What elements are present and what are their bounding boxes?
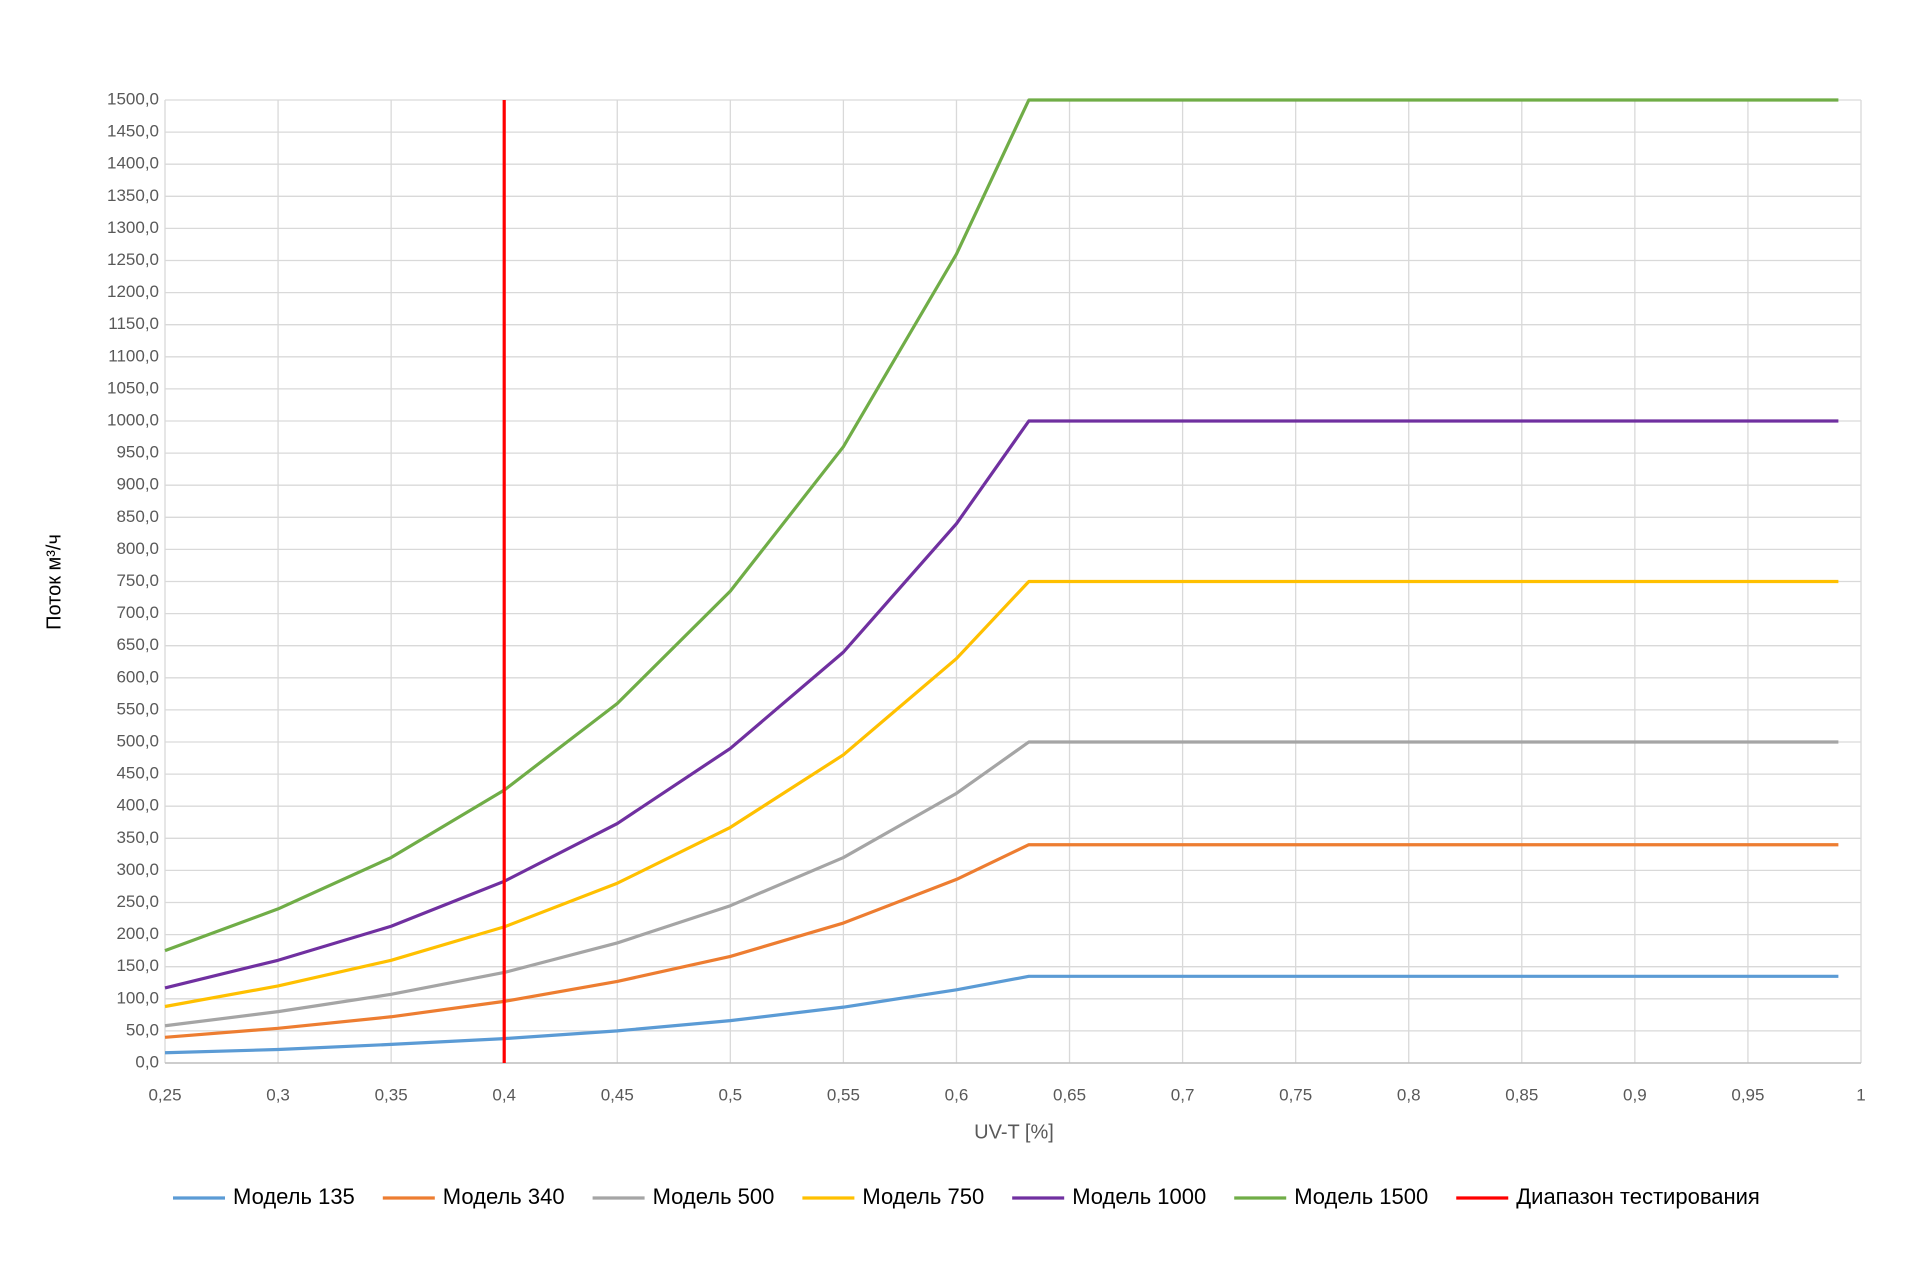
y-tick-label: 0,0 [135,1052,159,1071]
x-tick-label: 0,6 [945,1085,969,1104]
series-line [164,974,1839,1055]
y-tick-label: 1500,0 [107,89,159,108]
y-tick-label: 1400,0 [107,154,159,173]
series-line [164,98,1839,953]
series-line [164,740,1839,1028]
y-tick-label: 500,0 [116,731,159,750]
y-tick-label: 1150,0 [108,314,159,333]
x-tick-label: 0,4 [492,1085,516,1104]
legend-label: Модель 500 [653,1184,775,1209]
y-tick-label: 600,0 [116,667,159,686]
series-line [164,419,1839,990]
x-tick-label: 0,75 [1279,1085,1312,1104]
y-tick-label: 300,0 [116,860,159,879]
legend-label: Диапазон тестирования [1516,1184,1760,1209]
x-tick-label: 0,85 [1505,1085,1538,1104]
y-tick-label: 850,0 [116,507,159,526]
y-axis-label: Поток м³/ч [43,534,65,630]
y-tick-label: 1250,0 [107,250,159,269]
y-tick-label: 950,0 [116,443,159,462]
x-tick-label: 0,9 [1623,1085,1647,1104]
y-tick-label: 250,0 [116,892,159,911]
y-tick-label: 150,0 [116,956,159,975]
y-tick-label: 1450,0 [107,122,159,141]
y-tick-label: 1100,0 [108,346,159,365]
y-tick-label: 50,0 [126,1020,159,1039]
y-tick-label: 550,0 [116,699,159,718]
x-tick-label: 0,25 [148,1085,181,1104]
x-axis-label: UV-T [%] [974,1121,1054,1143]
y-tick-label: 1050,0 [107,378,159,397]
x-tick-label: 0,5 [719,1085,743,1104]
legend-label: Модель 1500 [1294,1184,1428,1209]
y-tick-label: 750,0 [116,571,159,590]
y-tick-label: 400,0 [116,796,159,815]
legend-label: Модель 750 [862,1184,984,1209]
y-tick-label: 450,0 [116,764,159,783]
y-tick-label: 200,0 [116,924,159,943]
y-tick-label: 350,0 [116,828,159,847]
y-tick-label: 1350,0 [107,186,159,205]
x-tick-label: 0,95 [1731,1085,1764,1104]
y-tick-label: 650,0 [116,635,159,654]
y-tick-label: 1200,0 [107,282,159,301]
x-tick-label: 0,3 [266,1085,290,1104]
x-tick-label: 0,55 [827,1085,860,1104]
x-tick-label: 1 [1856,1085,1865,1104]
x-tick-label: 0,7 [1171,1085,1195,1104]
series-line [164,843,1839,1039]
series-line [164,579,1839,1009]
y-tick-label: 700,0 [116,603,159,622]
y-tick-label: 800,0 [116,539,159,558]
y-tick-label: 100,0 [116,988,159,1007]
x-tick-label: 0,45 [601,1085,634,1104]
x-tick-label: 0,65 [1053,1085,1086,1104]
legend-label: Модель 135 [233,1184,355,1209]
legend-label: Модель 340 [443,1184,565,1209]
y-tick-label: 900,0 [116,475,159,494]
y-tick-label: 1000,0 [107,410,159,429]
legend-label: Модель 1000 [1072,1184,1206,1209]
y-tick-label: 1300,0 [107,218,159,237]
x-tick-label: 0,8 [1397,1085,1421,1104]
x-tick-label: 0,35 [375,1085,408,1104]
